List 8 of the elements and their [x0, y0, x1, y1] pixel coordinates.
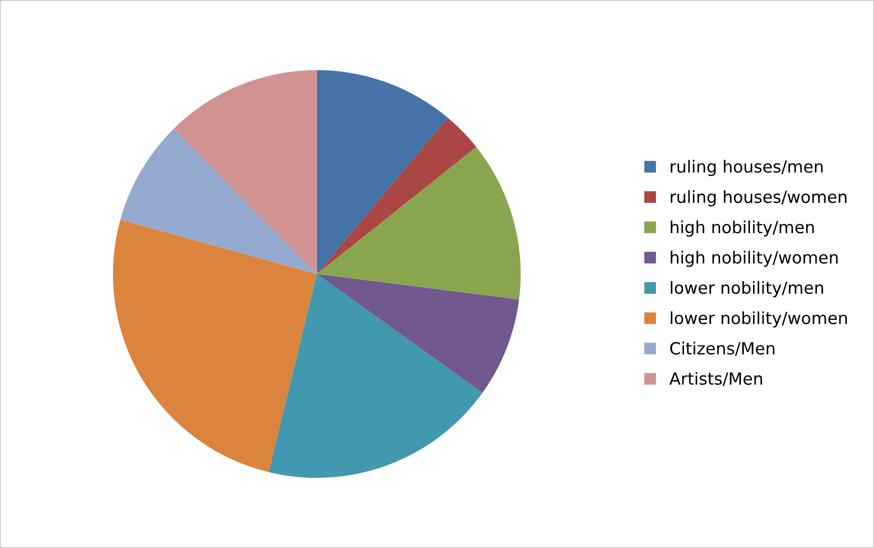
legend-label: Citizens/Men — [670, 342, 774, 356]
legend-label: lower nobility/women — [670, 311, 847, 328]
legend-label: ruling houses/men — [670, 160, 823, 176]
legend-label: lower nobility/men — [670, 281, 824, 298]
legend-label: ruling houses/women — [670, 190, 846, 206]
legend-label: high nobility/men — [670, 220, 814, 237]
legend-label: Artists/Men — [669, 372, 762, 386]
legend-label: high nobility/women — [670, 250, 838, 267]
